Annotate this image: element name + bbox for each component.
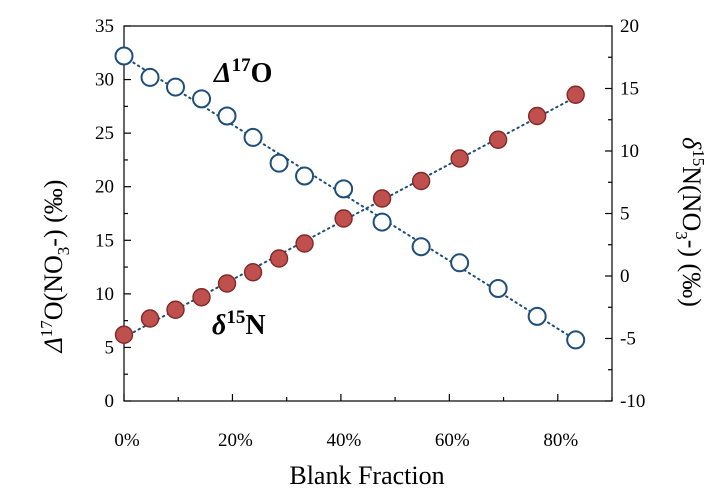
x-axis-title: Blank Fraction [289, 461, 444, 490]
left-axis-title-main: O(NO [39, 255, 68, 320]
x-tick-label: 0% [114, 430, 140, 451]
right-axis-title-main: N(NO [677, 166, 706, 231]
plot-frame [123, 25, 613, 402]
data-point-d17o [527, 306, 547, 326]
right-axis-title-sub: 3 [672, 231, 691, 240]
right-axis-title: δ15N(NO3-) (‰) [672, 137, 708, 307]
data-point-d15n [450, 149, 469, 168]
data-point-d17o [566, 330, 586, 350]
data-point-d17o [243, 127, 263, 147]
data-point-d17o [372, 212, 392, 232]
left-tick-label: 0 [105, 391, 115, 412]
data-point-d15n [411, 171, 431, 191]
series-label-d15n: δ15N [212, 307, 266, 341]
data-point-d17o [114, 46, 134, 66]
data-point-d17o [450, 253, 470, 273]
data-point-d15n [566, 85, 585, 104]
left-tick-label: 5 [105, 337, 115, 358]
left-tick-label: 10 [95, 284, 114, 305]
right-tick-label: 0 [620, 266, 630, 287]
data-point-d17o [140, 67, 160, 87]
trend-line-d17o [123, 55, 577, 341]
data-point-d15n [192, 288, 211, 307]
right-axis-title-delta: δ [677, 137, 706, 150]
left-axis-title-end: -) (‰) [39, 180, 68, 247]
series-label-d15n-sup: 15 [226, 307, 245, 328]
left-tick-label: 25 [95, 123, 114, 144]
axes: 0 5 10 15 20 25 30 35 -10 -5 0 5 10 15 20 0% 20% 40% 60% 80… [95, 16, 645, 451]
x-tick-label: 40% [326, 430, 361, 451]
left-axis-title-sub: 3 [54, 247, 73, 256]
left-axis-title-sup: 17 [37, 320, 56, 338]
data-point-d17o [334, 179, 354, 199]
data-point-d17o [192, 89, 212, 109]
data-point-d15n [372, 189, 392, 208]
series-label-d17o: Δ17O [213, 55, 272, 89]
right-tick-label: -10 [620, 391, 645, 412]
data-point-d15n [334, 209, 353, 228]
data-point-d15n [527, 106, 547, 126]
markers [114, 46, 586, 350]
data-point-d17o [269, 153, 289, 173]
trend-lines [123, 55, 577, 341]
data-point-d15n [114, 325, 134, 344]
data-point-d15n [217, 274, 237, 293]
right-tick-label: -5 [620, 329, 636, 350]
data-point-d17o [217, 106, 237, 126]
data-point-d15n [140, 309, 160, 328]
series-label-d17o-symbol: Δ [213, 58, 232, 89]
data-point-d17o [411, 237, 431, 257]
data-point-d15n [243, 263, 263, 282]
right-tick-label: 15 [620, 79, 639, 100]
series-label-d15n-symbol: δ [212, 310, 226, 341]
data-point-d15n [488, 130, 508, 149]
left-tick-label: 35 [95, 16, 114, 37]
data-point-d17o [166, 77, 186, 97]
left-axis-title-delta: Δ [39, 337, 68, 353]
right-axis-title-sup: 15 [689, 149, 708, 166]
x-tick-label: 60% [435, 430, 470, 451]
right-tick-label: 20 [620, 16, 639, 37]
data-point-d15n [269, 249, 289, 268]
series-label-d17o-element: O [251, 58, 273, 89]
x-tick-label: 20% [218, 430, 253, 451]
left-tick-label: 15 [95, 230, 114, 251]
series-label-d15n-element: N [245, 310, 265, 341]
right-axis-title-end: -) (‰) [677, 240, 706, 307]
left-tick-label: 20 [95, 177, 114, 198]
data-point-d15n [295, 234, 314, 253]
left-axis-title: Δ17O(NO3-) (‰) [37, 180, 73, 354]
data-point-d17o [295, 166, 315, 186]
right-tick-label: 10 [620, 141, 639, 162]
x-tick-label: 80% [543, 430, 578, 451]
data-point-d17o [488, 279, 508, 298]
left-tick-label: 30 [95, 70, 114, 91]
data-point-d15n [166, 300, 185, 319]
series-label-d17o-sup: 17 [232, 55, 252, 76]
right-tick-label: 5 [620, 204, 630, 225]
